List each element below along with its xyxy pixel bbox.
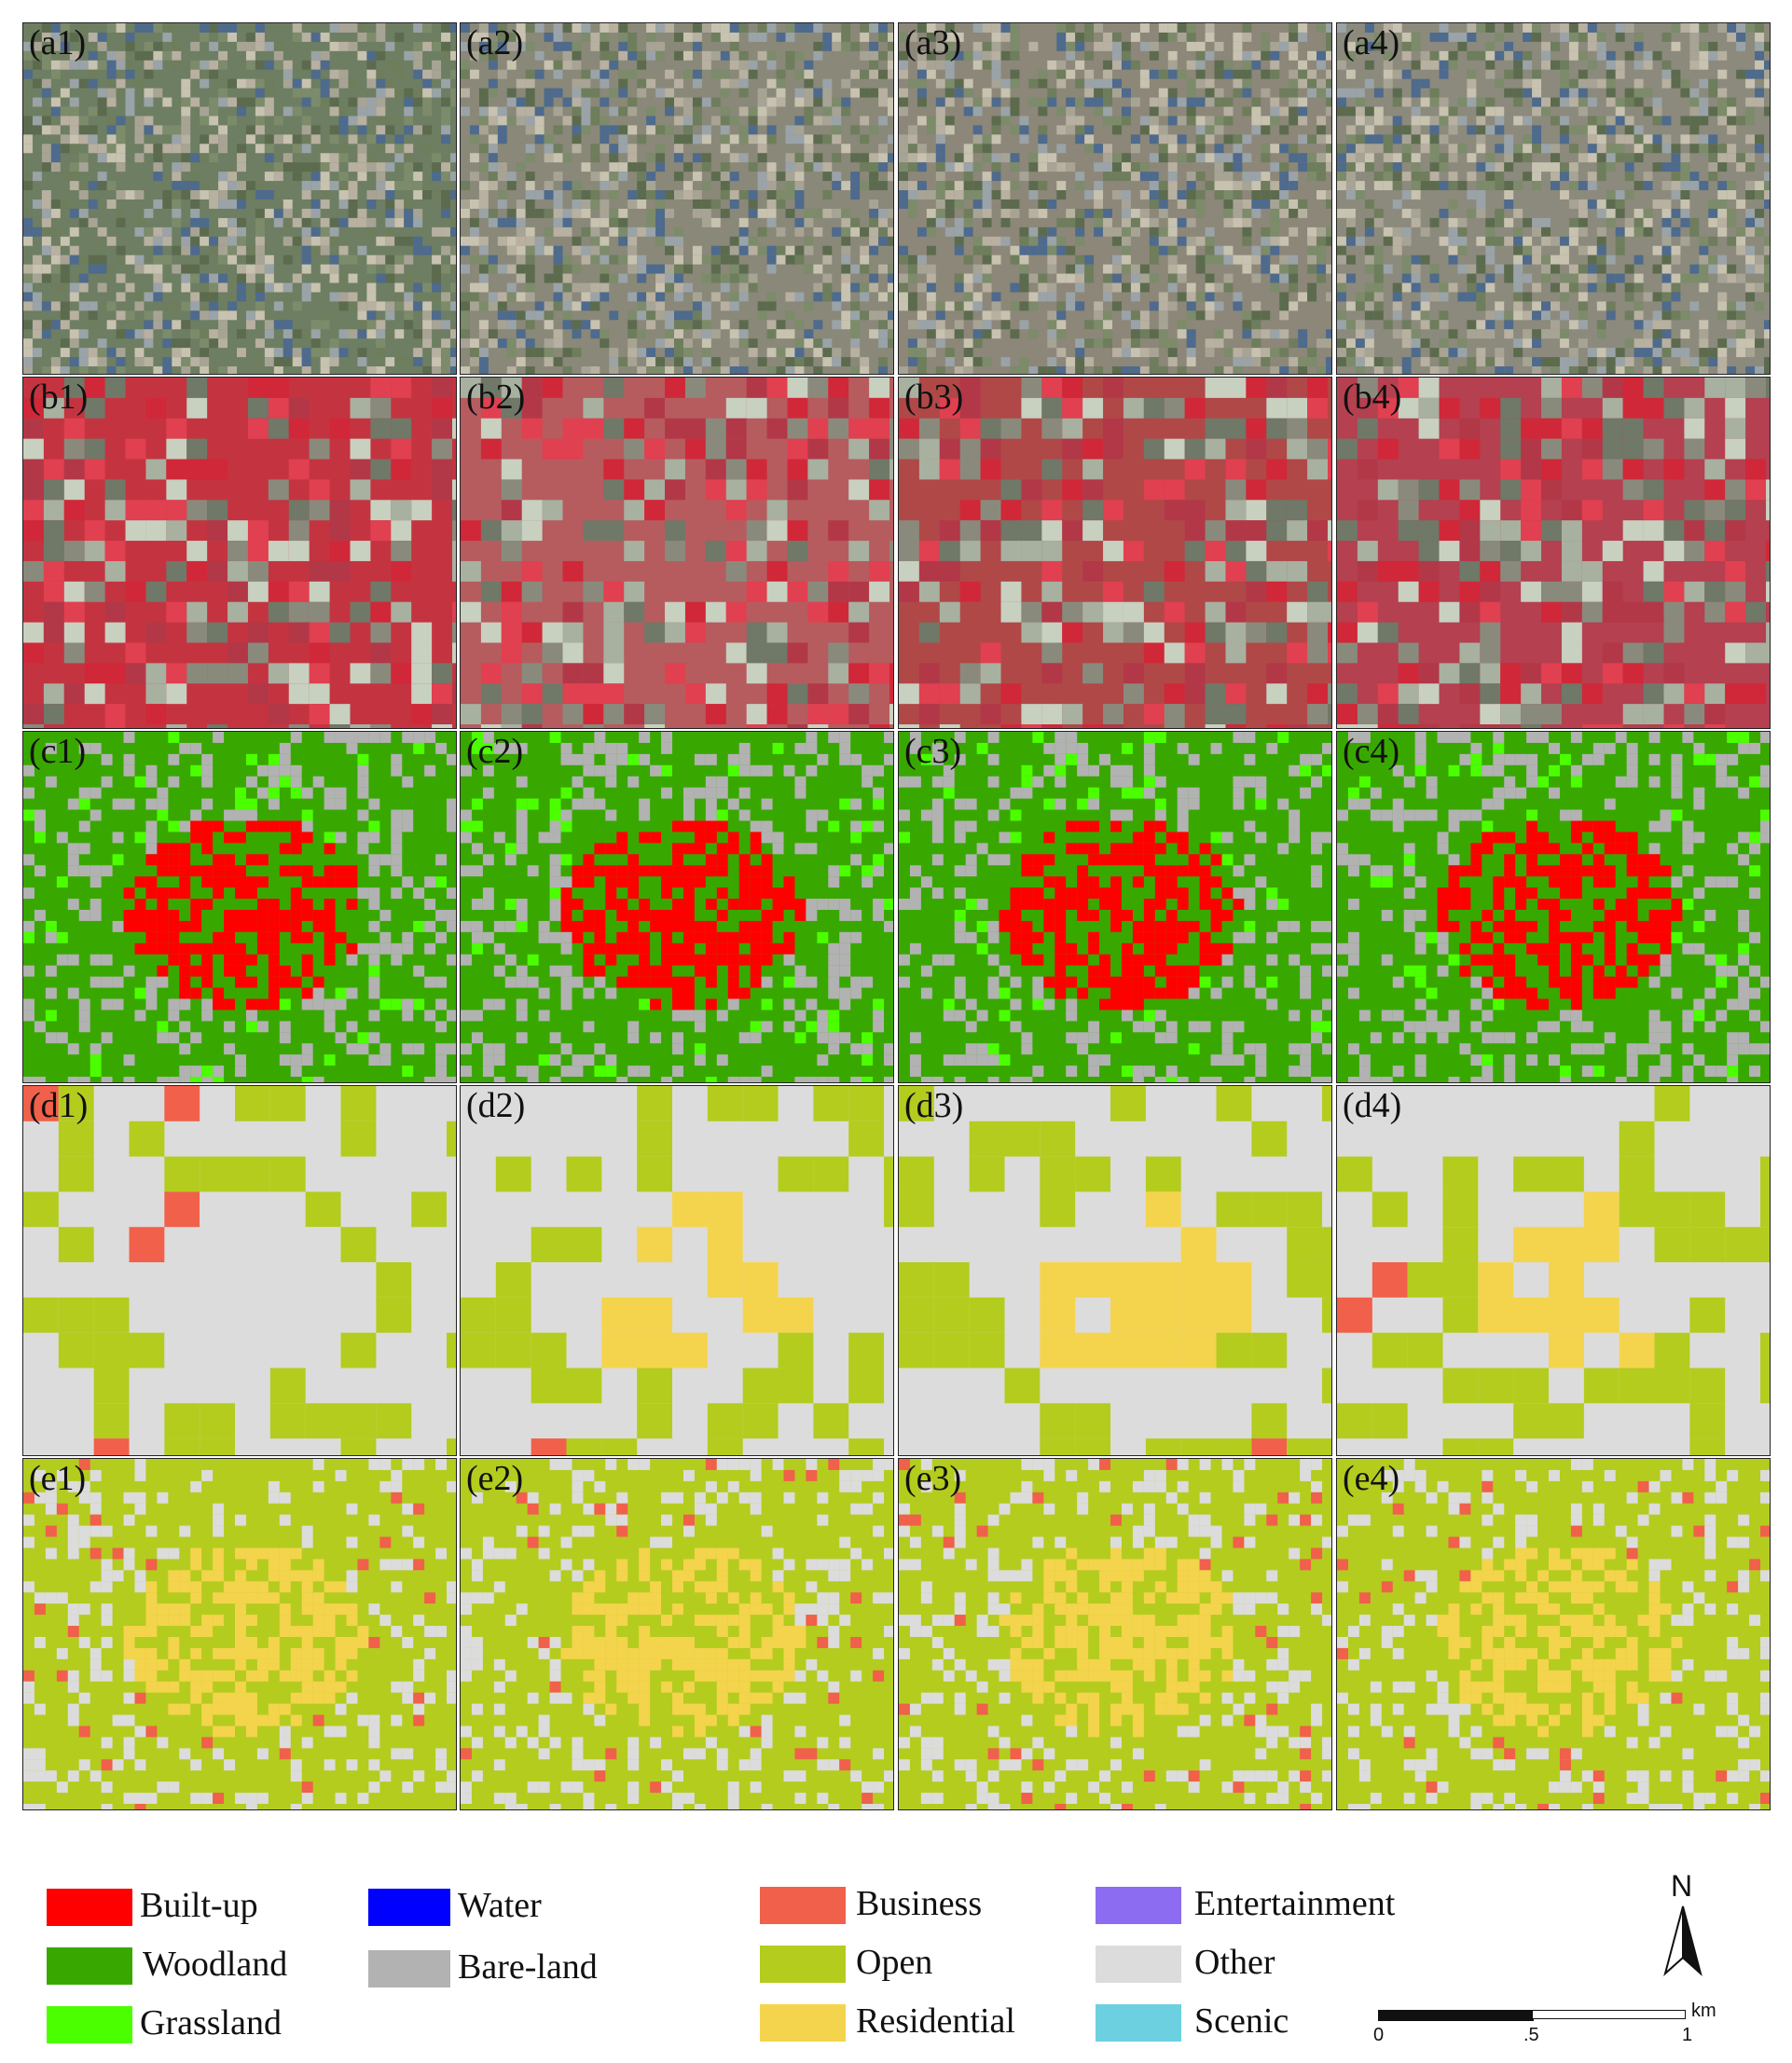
- north-arrow: N: [1650, 1869, 1716, 1981]
- figure-grid: (a1) (a2) (a3) (a4) (b1) (b2) (b3) (b4) (c1) (c2)…: [22, 22, 1771, 1810]
- panel-label-e2: (e2): [466, 1459, 524, 1498]
- panel-map-c2: [461, 732, 893, 1082]
- panel-b3: (b3): [898, 377, 1332, 729]
- panel-label-b4: (b4): [1343, 378, 1402, 417]
- legend-label-business: Business: [856, 1884, 983, 1923]
- panel-e1: (e1): [22, 1458, 457, 1810]
- scale-unit: km: [1691, 2001, 1716, 2021]
- panel-label-e1: (e1): [29, 1459, 87, 1498]
- panel-d4: (d4): [1336, 1085, 1771, 1456]
- panel-a4: (a4): [1336, 22, 1771, 375]
- panel-map-a2: [461, 23, 893, 374]
- panel-map-d2: [461, 1086, 893, 1455]
- legend-swatch-woodland: [47, 1947, 132, 1985]
- panel-label-a3: (a3): [904, 23, 962, 62]
- panel-label-e3: (e3): [904, 1459, 962, 1498]
- legend-label-woodland: Woodland: [143, 1945, 288, 1984]
- scale-tick-half: .5: [1523, 2025, 1539, 2045]
- panel-c2: (c2): [460, 731, 894, 1083]
- panel-label-c1: (c1): [29, 732, 87, 771]
- scale-bar: 0 .5 1 km: [1373, 2001, 1716, 2060]
- panel-label-d2: (d2): [466, 1086, 526, 1125]
- panel-map-b3: [899, 378, 1331, 728]
- panel-e2: (e2): [460, 1458, 894, 1810]
- panel-map-c3: [899, 732, 1331, 1082]
- panel-d1: (d1): [22, 1085, 457, 1456]
- legend-label-scenic: Scenic: [1194, 2001, 1289, 2041]
- legend-swatch-built-up: [47, 1889, 132, 1926]
- panel-label-c2: (c2): [466, 732, 524, 771]
- panel-map-d1: [23, 1086, 456, 1455]
- panel-label-d3: (d3): [904, 1086, 964, 1125]
- panel-label-d4: (d4): [1343, 1086, 1402, 1125]
- panel-label-b2: (b2): [466, 378, 526, 417]
- panel-map-d3: [899, 1086, 1331, 1455]
- panel-c4: (c4): [1336, 731, 1771, 1083]
- panel-a3: (a3): [898, 22, 1332, 375]
- panel-label-b3: (b3): [904, 378, 964, 417]
- panel-a2: (a2): [460, 22, 894, 375]
- legend-label-bare-land: Bare-land: [458, 1947, 598, 1987]
- legend-label-built-up: Built-up: [140, 1886, 258, 1925]
- panel-label-a1: (a1): [29, 23, 87, 62]
- panel-d3: (d3): [898, 1085, 1332, 1456]
- panel-map-c4: [1337, 732, 1770, 1082]
- panel-label-b1: (b1): [29, 378, 89, 417]
- legend-label-other: Other: [1194, 1943, 1275, 1982]
- legend-swatch-entertainment: [1096, 1887, 1181, 1924]
- scale-bar-segment-1: [1378, 2010, 1534, 2021]
- legend-label-water: Water: [458, 1886, 542, 1925]
- scale-tick-0: 0: [1373, 2025, 1385, 2045]
- scale-bar-segment-2: [1532, 2010, 1686, 2019]
- legend-swatch-grassland: [47, 2006, 132, 2043]
- panel-b1: (b1): [22, 377, 457, 729]
- panel-a1: (a1): [22, 22, 457, 375]
- panel-label-c3: (c3): [904, 732, 962, 771]
- panel-b4: (b4): [1336, 377, 1771, 729]
- panel-label-d1: (d1): [29, 1086, 89, 1125]
- panel-map-e4: [1337, 1459, 1770, 1809]
- panel-map-e1: [23, 1459, 456, 1809]
- panel-b2: (b2): [460, 377, 894, 729]
- panel-map-a4: [1337, 23, 1770, 374]
- legend-swatch-open: [760, 1946, 846, 1983]
- legend-label-grassland: Grassland: [140, 2003, 282, 2042]
- scale-tick-1: 1: [1682, 2025, 1693, 2045]
- panel-e3: (e3): [898, 1458, 1332, 1810]
- legend-label-open: Open: [856, 1943, 933, 1982]
- panel-map-a1: [23, 23, 456, 374]
- legend-swatch-scenic: [1096, 2004, 1181, 2042]
- panel-map-d4: [1337, 1086, 1770, 1455]
- panel-label-a2: (a2): [466, 23, 524, 62]
- panel-map-b4: [1337, 378, 1770, 728]
- panel-label-a4: (a4): [1343, 23, 1400, 62]
- north-arrow-icon: [1663, 1905, 1702, 1976]
- panel-map-b1: [23, 378, 456, 728]
- panel-map-b2: [461, 378, 893, 728]
- panel-map-e3: [899, 1459, 1331, 1809]
- legend-swatch-bare-land: [368, 1950, 450, 1987]
- panel-label-e4: (e4): [1343, 1459, 1400, 1498]
- panel-d2: (d2): [460, 1085, 894, 1456]
- panel-map-e2: [461, 1459, 893, 1809]
- panel-map-c1: [23, 732, 456, 1082]
- panel-c3: (c3): [898, 731, 1332, 1083]
- legend-swatch-water: [368, 1889, 450, 1926]
- panel-label-c4: (c4): [1343, 732, 1400, 771]
- legend-label-entertainment: Entertainment: [1194, 1884, 1396, 1923]
- panel-map-a3: [899, 23, 1331, 374]
- panel-e4: (e4): [1336, 1458, 1771, 1810]
- panel-c1: (c1): [22, 731, 457, 1083]
- legend-label-residential: Residential: [856, 2001, 1015, 2041]
- legend-swatch-residential: [760, 2004, 846, 2042]
- legend-swatch-business: [760, 1887, 846, 1924]
- legend-swatch-other: [1096, 1946, 1181, 1983]
- north-arrow-label: N: [1671, 1869, 1693, 1903]
